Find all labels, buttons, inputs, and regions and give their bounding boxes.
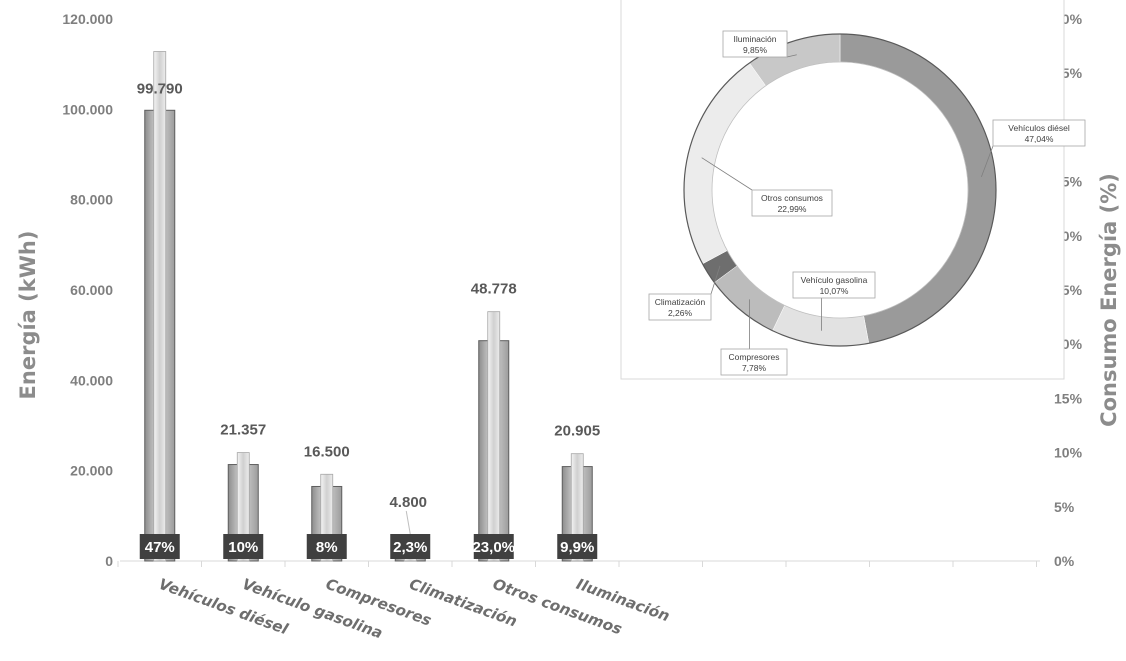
- bar-group: 48.778 23,0%: [471, 281, 517, 562]
- donut-inner-edge: [711, 61, 969, 319]
- percent-badge: [306, 534, 347, 559]
- percent-bar: [236, 452, 250, 562]
- y-tick-label: 40.000: [70, 372, 113, 388]
- percent-label: 2,3%: [393, 539, 427, 556]
- bar-group: 99.790 47%: [137, 51, 183, 562]
- percent-bar: [487, 311, 501, 562]
- callout-box: [720, 348, 788, 376]
- bar-group: 21.357 10%: [220, 422, 266, 562]
- y-tick-label: 0: [105, 553, 113, 569]
- bar-value-label: 99.790: [137, 80, 183, 97]
- callout-box: [792, 271, 876, 299]
- bar-value-label: 4.800: [389, 494, 427, 511]
- percent-label: 23,0%: [472, 539, 515, 556]
- y-tick-label: 80.000: [70, 192, 113, 208]
- percent-bar: [153, 51, 167, 562]
- y2-axis-label: Consumo Energía (%): [1097, 173, 1121, 427]
- callout-category: Vehículos diésel: [1008, 123, 1070, 133]
- y-tick-label: 100.000: [62, 101, 113, 117]
- callout-value: 10,07%: [820, 286, 849, 296]
- category-label: Vehículo gasolina: [240, 575, 385, 643]
- callout-category: Climatización: [655, 297, 706, 307]
- bar-group: 16.500 8%: [304, 443, 350, 562]
- percent-badge: [223, 534, 264, 559]
- callout-value: 9,85%: [743, 45, 768, 55]
- y-tick-label: 60.000: [70, 282, 113, 298]
- y-tick-label: 120.000: [62, 11, 113, 27]
- callout-line: [701, 157, 753, 191]
- percent-badge: [557, 534, 598, 559]
- y-tick-label: 20.000: [70, 463, 113, 479]
- callout-category: Compresores: [728, 352, 779, 362]
- callout-value: 7,78%: [742, 363, 767, 373]
- bar-value-label: 16.500: [304, 443, 350, 460]
- callout-box: [648, 293, 712, 321]
- callout-category: Otros consumos: [761, 193, 823, 203]
- x-axis-ticks: [117, 561, 1037, 567]
- y-axis-label: Energía (kWh): [16, 231, 40, 400]
- bar-series: 99.790 47% 21.357 10% 16.500 8% 4.800 2,3% 48.77…: [137, 51, 600, 562]
- percent-badge: [139, 534, 180, 559]
- callout-line: [786, 54, 797, 58]
- callout-line: [981, 145, 994, 177]
- percent-badge: [390, 534, 431, 559]
- bar-value-label: 20.905: [554, 423, 600, 440]
- bar-value-label: 21.357: [220, 422, 266, 439]
- percent-label: 47%: [145, 539, 175, 556]
- callout-box: [751, 189, 833, 217]
- callout-category: Iluminación: [734, 34, 777, 44]
- callout-value: 47,04%: [1025, 134, 1054, 144]
- bar-value-label: 48.778: [471, 281, 517, 298]
- donut-outer-edge: [683, 33, 997, 347]
- bar-group: 20.905 9,9%: [554, 423, 600, 562]
- percent-label: 10%: [228, 539, 258, 556]
- y2-tick-label: 10%: [1054, 445, 1083, 461]
- leader-line: [405, 510, 411, 535]
- callout-box: [722, 30, 788, 58]
- callout-category: Vehículo gasolina: [801, 275, 868, 285]
- y2-tick-label: 15%: [1054, 390, 1083, 406]
- bar-group: 4.800 2,3%: [389, 494, 431, 562]
- percent-label: 8%: [316, 539, 338, 556]
- percent-label: 9,9%: [560, 539, 594, 556]
- y2-tick-label: 5%: [1054, 499, 1075, 515]
- y-axis-ticks: 0 20.000 40.000 60.000 80.000 100.000 120.000: [62, 11, 113, 569]
- callout-box: [992, 119, 1086, 147]
- percent-badge: [473, 534, 514, 559]
- callout-value: 2,26%: [668, 308, 693, 318]
- callout-value: 22,99%: [778, 204, 807, 214]
- y2-tick-label: 0%: [1054, 553, 1075, 569]
- callout-line: [710, 265, 721, 295]
